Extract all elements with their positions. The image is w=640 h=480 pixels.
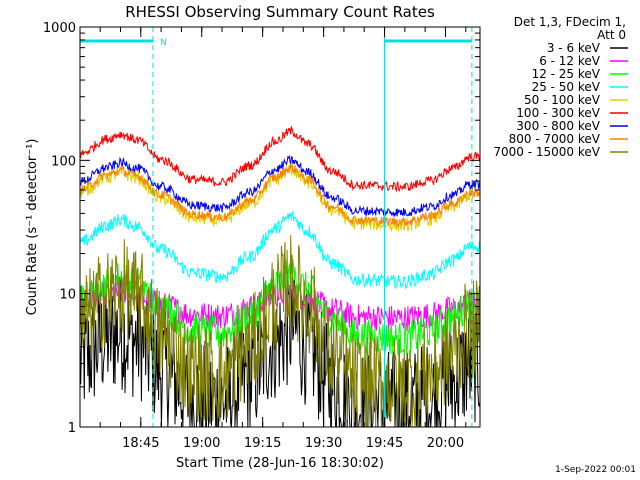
x-tick-label-3: 19:30 [305, 436, 342, 451]
y-tick-label-0: 1 [68, 421, 76, 436]
series-line-7 [80, 164, 480, 228]
axes: 1 10 100 1000 18:45 19:00 19:15 19:30 19:45 20:00 [43, 21, 480, 451]
legend-header-0: Det 1,3, FDecim 1, [514, 15, 626, 29]
footer-date: 1-Sep-2022 00:01 [555, 465, 636, 475]
chart-title: RHESSI Observing Summary Count Rates [125, 3, 435, 21]
x-tick-label-5: 20:00 [427, 436, 464, 451]
annotation-0: N [160, 38, 167, 48]
legend-label-0: 3 - 6 keV [547, 41, 601, 55]
legend-label-1: 6 - 12 keV [539, 54, 601, 68]
y-axis-label: Count Rate (s⁻¹ detector⁻¹) [25, 139, 40, 316]
series-line-8 [80, 235, 480, 427]
series-line-3 [80, 211, 480, 290]
series-line-5 [80, 125, 480, 193]
series-line-6 [80, 154, 480, 217]
legend-label-8: 7000 - 15000 keV [493, 145, 600, 159]
plot-area: N [79, 27, 480, 427]
y-tick-label-2: 100 [51, 154, 76, 169]
legend-label-3: 25 - 50 keV [532, 80, 601, 94]
x-axis-label: Start Time (28-Jun-16 18:30:02) [176, 456, 384, 471]
x-tick-label-2: 19:15 [244, 436, 281, 451]
legend-label-7: 800 - 7000 keV [509, 132, 601, 146]
plot-frame [79, 26, 481, 428]
legend-label-2: 12 - 25 keV [532, 67, 601, 81]
legend-label-4: 50 - 100 keV [524, 93, 601, 107]
x-tick-label-4: 19:45 [366, 436, 403, 451]
x-tick-label-0: 18:45 [122, 436, 159, 451]
legend-header-1: Att 0 [597, 28, 626, 42]
x-tick-label-1: 19:00 [183, 436, 220, 451]
y-tick-label-1: 10 [59, 288, 76, 303]
series-line-2 [80, 259, 480, 356]
series-group [80, 125, 480, 427]
y-tick-label-3: 1000 [43, 21, 76, 36]
legend-label-6: 300 - 800 keV [516, 119, 600, 133]
legend-label-5: 100 - 300 keV [516, 106, 600, 120]
